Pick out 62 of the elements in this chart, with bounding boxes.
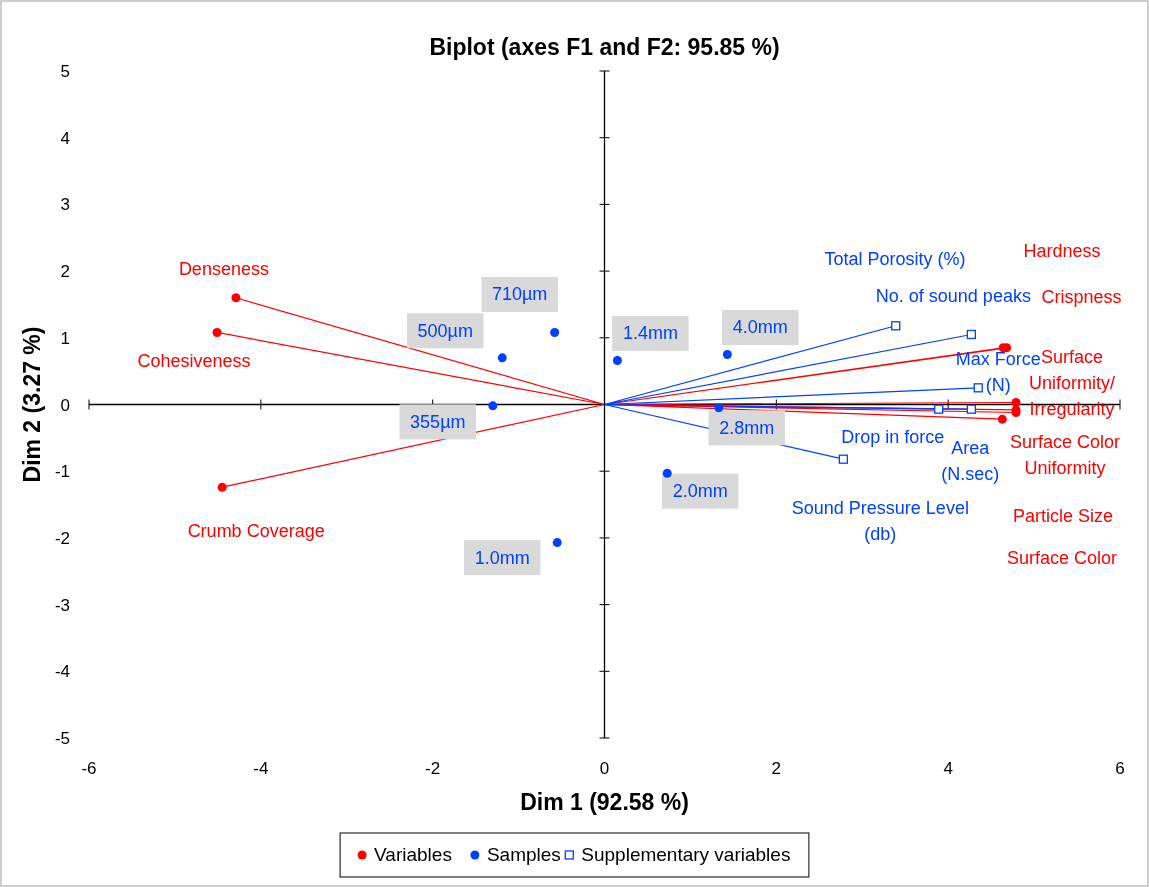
annotation: Crispness	[1041, 286, 1122, 307]
point	[838, 454, 848, 464]
legend-label: Samples	[486, 844, 561, 865]
x-tick-label: -6	[81, 759, 97, 778]
annotation: Crumb Coverage	[187, 521, 325, 542]
point	[217, 482, 227, 492]
x-axis-title: Dim 1 (92.58 %)	[520, 789, 689, 815]
x-tick-label: 4	[943, 759, 953, 778]
annotation: Surface Color Uniformity	[1010, 431, 1121, 478]
annotation: Drop in force	[841, 427, 945, 448]
chart-title: Biplot (axes F1 and F2: 95.85 %)	[429, 34, 780, 60]
y-tick-label: -3	[54, 595, 70, 615]
point	[966, 404, 977, 414]
y-axis-title: Dim 2 (3.27 %)	[19, 326, 45, 483]
point	[550, 327, 560, 337]
y-tick-label: 4	[60, 128, 70, 148]
annotation: 2.0mm	[672, 481, 728, 502]
point	[612, 355, 622, 365]
y-tick-label: -1	[54, 462, 70, 482]
legend-label: Variables	[374, 844, 452, 865]
annotation: Denseness	[178, 258, 269, 279]
annotation: 355µm	[410, 411, 466, 432]
x-tick-label: 0	[599, 759, 610, 778]
x-tick-label: 2	[771, 759, 782, 778]
y-tick-label: -4	[54, 662, 70, 682]
point	[934, 404, 944, 414]
y-tick-label: 2	[60, 262, 70, 282]
point	[891, 321, 901, 331]
y-tick-label: 5	[60, 62, 70, 81]
annotation: Hardness	[1023, 241, 1101, 261]
point	[552, 538, 562, 548]
y-tick-label: -5	[54, 729, 70, 748]
y-tick-label: -2	[54, 528, 70, 548]
y-tick-label: 1	[60, 328, 70, 348]
x-tick-label: -4	[253, 759, 269, 778]
y-tick-label: 0	[60, 395, 70, 415]
x-tick-label: 6	[1115, 759, 1125, 778]
point	[973, 383, 983, 393]
annotation: 2.8mm	[719, 417, 775, 438]
point	[722, 349, 732, 359]
point	[662, 468, 672, 478]
annotation: Surface Color	[1006, 548, 1118, 568]
annotation: 710µm	[491, 284, 548, 305]
annotation: 500µm	[417, 320, 473, 341]
x-tick-label: -2	[425, 759, 441, 778]
annotation: Particle Size	[1012, 506, 1114, 526]
annotation: Total Porosity (%)	[824, 249, 966, 269]
point	[212, 327, 222, 337]
point	[497, 353, 507, 363]
annotation: No. of sound peaks	[875, 286, 1031, 307]
point	[488, 401, 498, 411]
point	[966, 329, 977, 340]
point	[714, 403, 724, 413]
annotation: Sound Pressure Level (db)	[791, 498, 969, 545]
annotation: Cohesiveness	[137, 351, 251, 372]
annotation: 4.0mm	[732, 317, 788, 338]
annotation: 1.0mm	[474, 547, 530, 568]
legend-label: Supplementary variables	[581, 844, 791, 865]
y-tick-label: 3	[60, 195, 70, 215]
point	[231, 293, 241, 303]
annotation: 1.4mm	[622, 323, 678, 344]
point	[997, 414, 1007, 424]
